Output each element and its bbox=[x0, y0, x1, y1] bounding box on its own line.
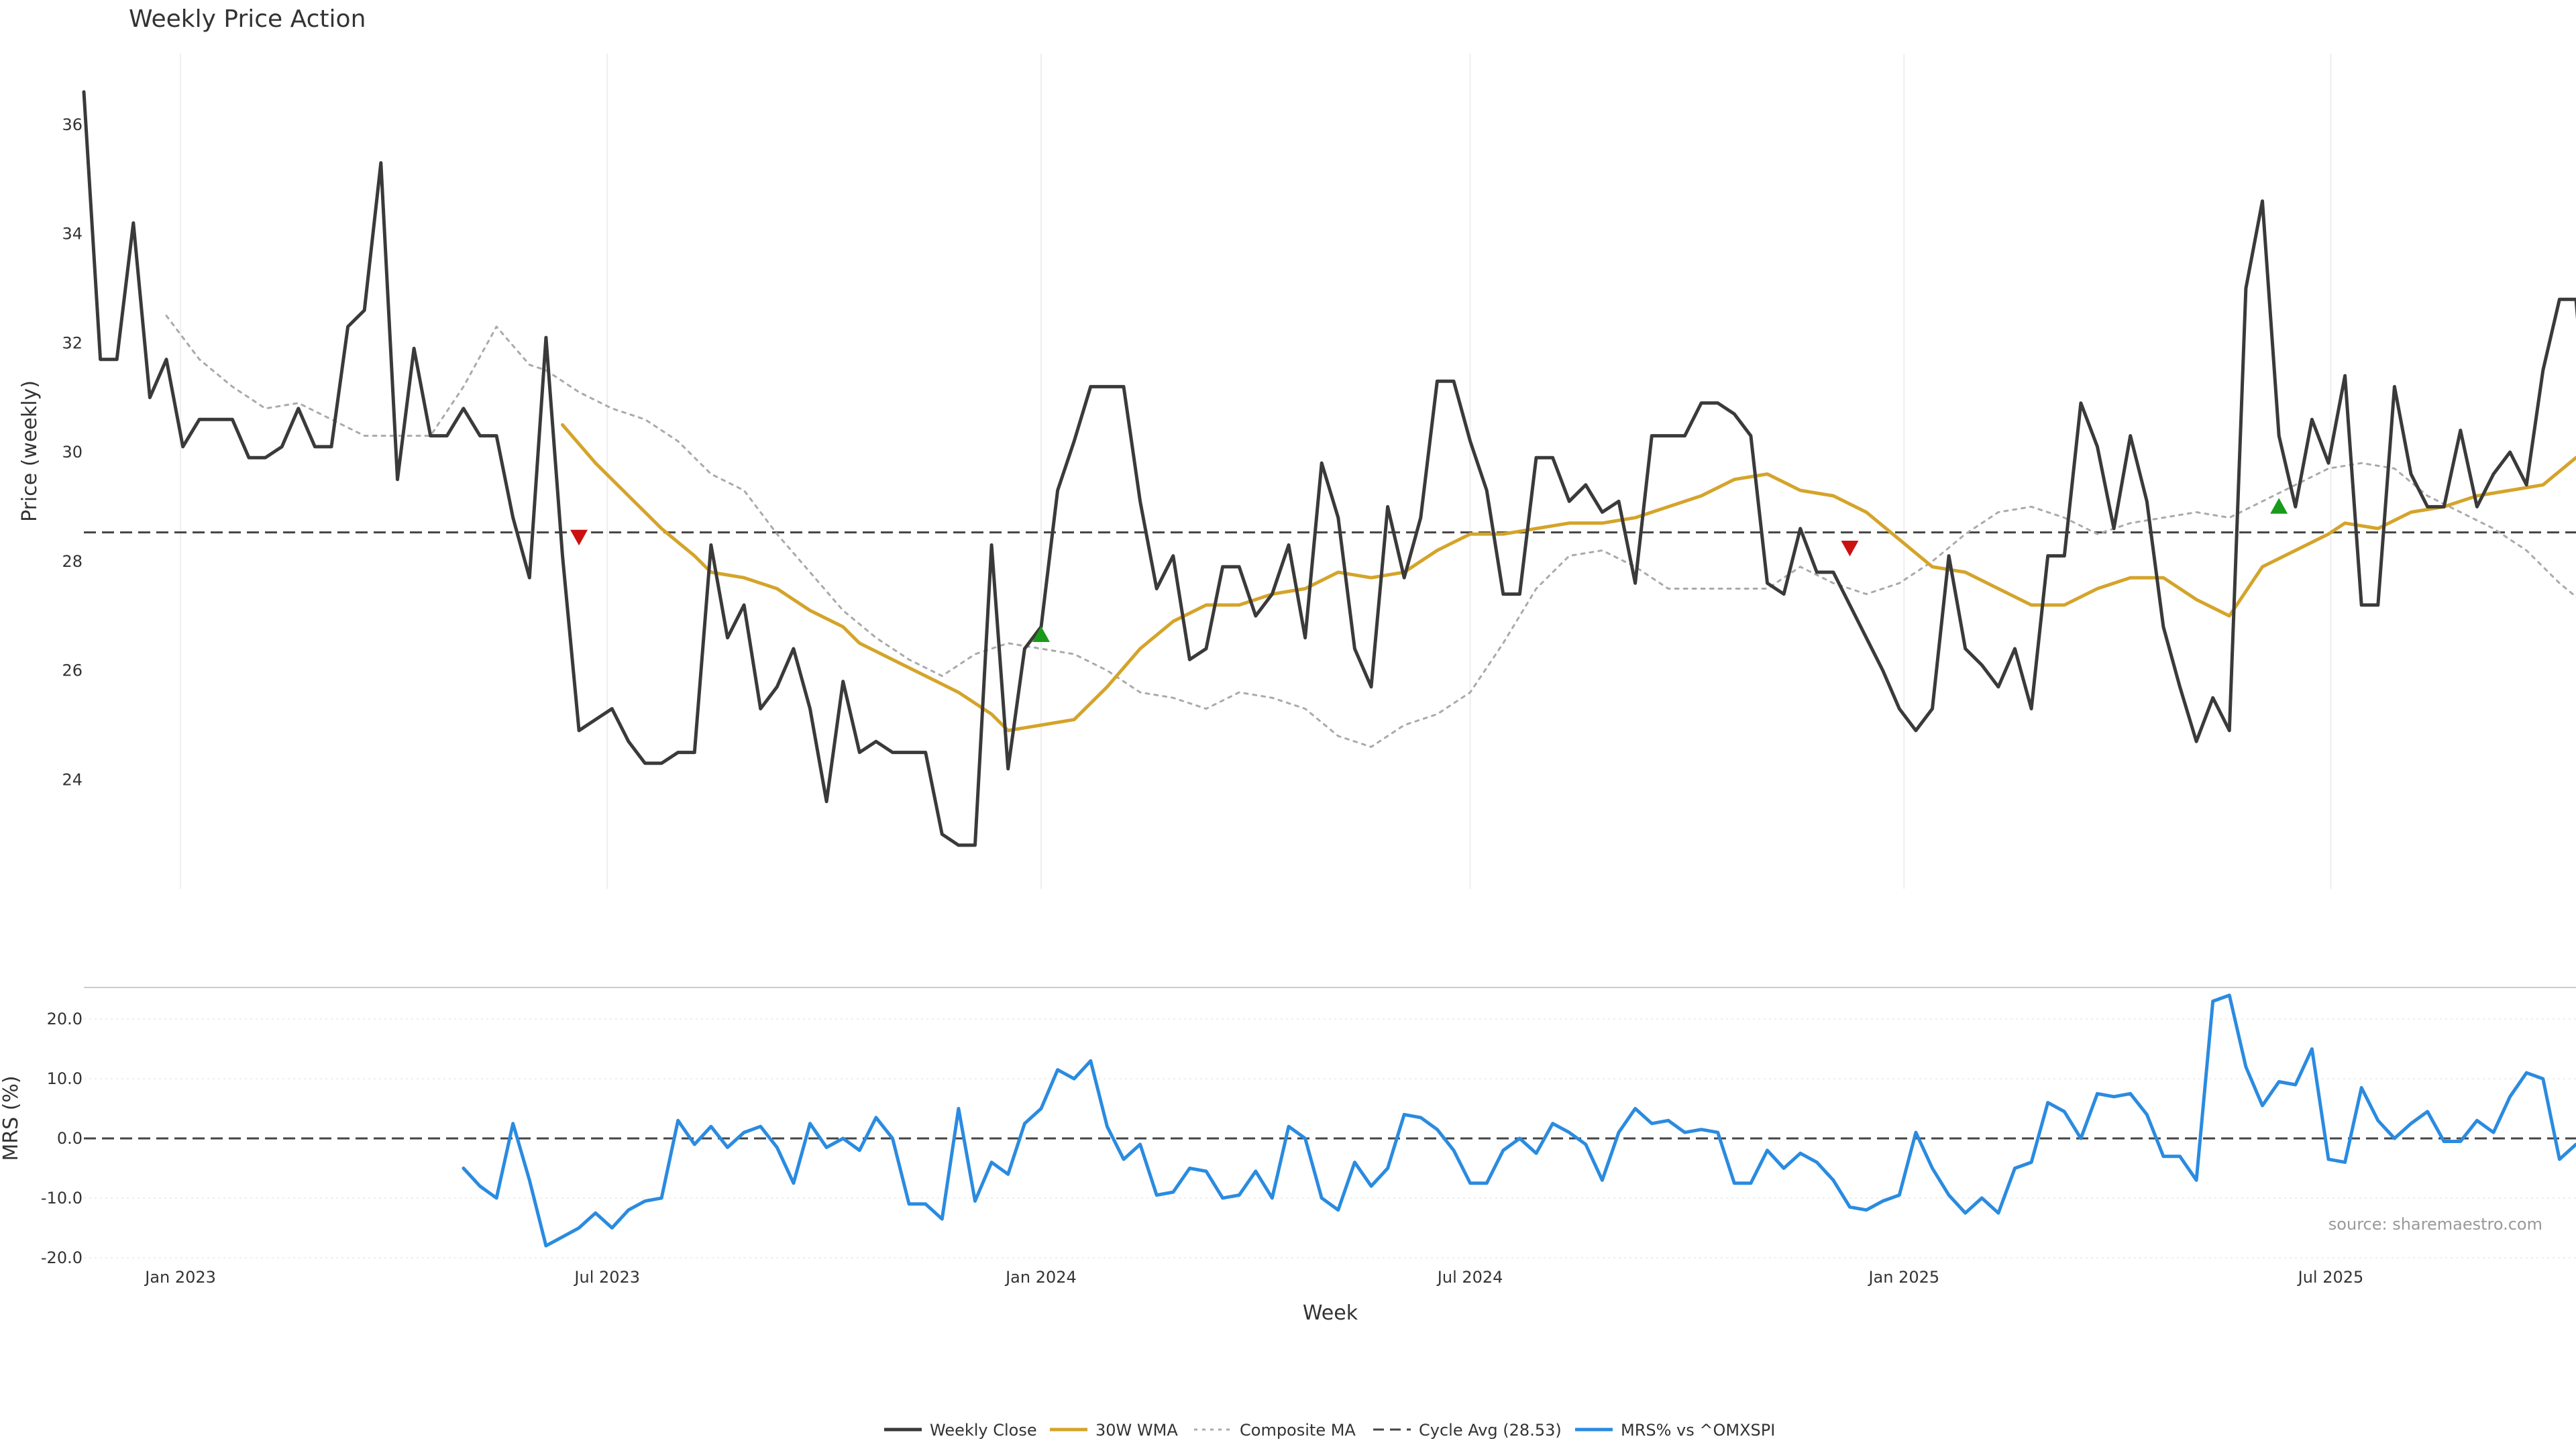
series-composite-line bbox=[165, 315, 2576, 748]
x-tick-label: Jan 2025 bbox=[1867, 1268, 1939, 1287]
mrs-y-tick-label: -10.0 bbox=[41, 1189, 83, 1208]
series-close-line bbox=[82, 90, 2576, 847]
series-wma-line bbox=[561, 423, 2576, 733]
x-tick-label: Jan 2023 bbox=[144, 1268, 216, 1287]
x-tick-label: Jul 2023 bbox=[573, 1268, 640, 1287]
buy-signal-marker bbox=[1032, 626, 1050, 643]
legend-label: Cycle Avg (28.53) bbox=[1419, 1421, 1562, 1440]
legend-label: Weekly Close bbox=[930, 1421, 1037, 1440]
y-tick-label: 34 bbox=[62, 225, 83, 244]
mrs-panel: -20.0 -10.0 0.0 10.0 20.0 MRS (%) source: shar… bbox=[0, 987, 2576, 1325]
y-tick-label: 28 bbox=[62, 552, 83, 571]
series-mrs-line bbox=[462, 994, 2576, 1248]
y-tick-label: 26 bbox=[62, 661, 83, 680]
mrs-y-tick-label: 10.0 bbox=[47, 1069, 83, 1088]
chart-legend: Weekly Close 30W WMA Composite MA Cycle Avg… bbox=[884, 1421, 1775, 1440]
y-tick-label: 24 bbox=[62, 770, 83, 789]
x-axis-label: Week bbox=[1303, 1301, 1358, 1325]
mrs-y-tick-label: 0.0 bbox=[57, 1129, 83, 1148]
legend-label: MRS% vs ^OMXSPI bbox=[1621, 1421, 1775, 1440]
chart-title: Weekly Price Action bbox=[129, 5, 366, 33]
price-panel: 24 26 28 30 32 34 36 Price (weekly) bbox=[18, 54, 2576, 889]
y-tick-label: 32 bbox=[62, 333, 83, 352]
x-tick-label: Jan 2024 bbox=[1004, 1268, 1077, 1287]
mrs-y-axis-label: MRS (%) bbox=[0, 1075, 23, 1161]
legend-label: 30W WMA bbox=[1095, 1421, 1178, 1440]
sell-signal-marker bbox=[570, 529, 588, 546]
legend-label: Composite MA bbox=[1240, 1421, 1356, 1440]
y-tick-label: 36 bbox=[62, 115, 83, 134]
source-annotation: source: sharemaestro.com bbox=[2328, 1215, 2542, 1234]
y-axis-label: Price (weekly) bbox=[18, 380, 42, 522]
mrs-y-tick-label: 20.0 bbox=[47, 1010, 83, 1028]
mrs-y-tick-label: -20.0 bbox=[41, 1248, 83, 1267]
buy-signal-marker bbox=[2270, 498, 2288, 514]
x-tick-label: Jul 2025 bbox=[2297, 1268, 2364, 1287]
sell-signal-marker bbox=[1841, 541, 1859, 557]
x-tick-label: Jul 2024 bbox=[1436, 1268, 1503, 1287]
y-tick-label: 30 bbox=[62, 443, 83, 462]
